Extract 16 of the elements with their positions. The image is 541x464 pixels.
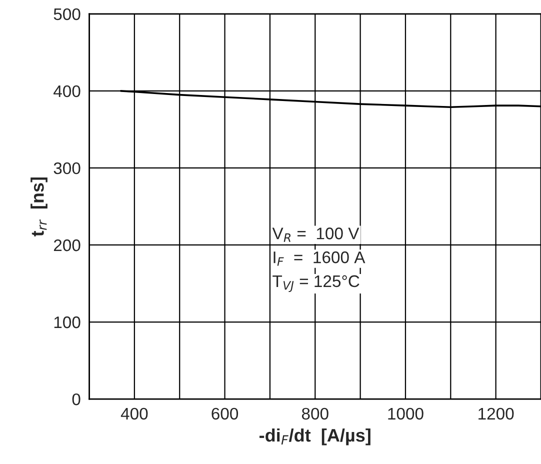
annotation: I$_{F}$ = 1600 A (274, 251, 366, 266)
y-axis-title: t$_{rr}$ [ns] (30, 177, 48, 236)
x-tick-label: 1200 (478, 408, 514, 420)
x-tick-label: 400 (120, 408, 148, 420)
x-tick-label: 1000 (388, 408, 424, 420)
y-tick-label: 500 (54, 8, 80, 20)
x-tick-label: 800 (302, 408, 328, 420)
x-tick-label: 600 (212, 408, 238, 420)
x-axis-title: -di$_{F}$/dt [A/µs] (260, 428, 370, 446)
y-tick-label: 400 (54, 85, 80, 98)
annotation: T$_{VJ}$ = 125°C (272, 275, 360, 292)
y-tick-label: 0 (72, 393, 80, 406)
y-tick-label: 100 (54, 316, 80, 328)
annotation: V$_{R}$ = 100 V (272, 228, 360, 242)
y-tick-label: 200 (54, 239, 80, 252)
y-tick-label: 300 (54, 162, 80, 174)
